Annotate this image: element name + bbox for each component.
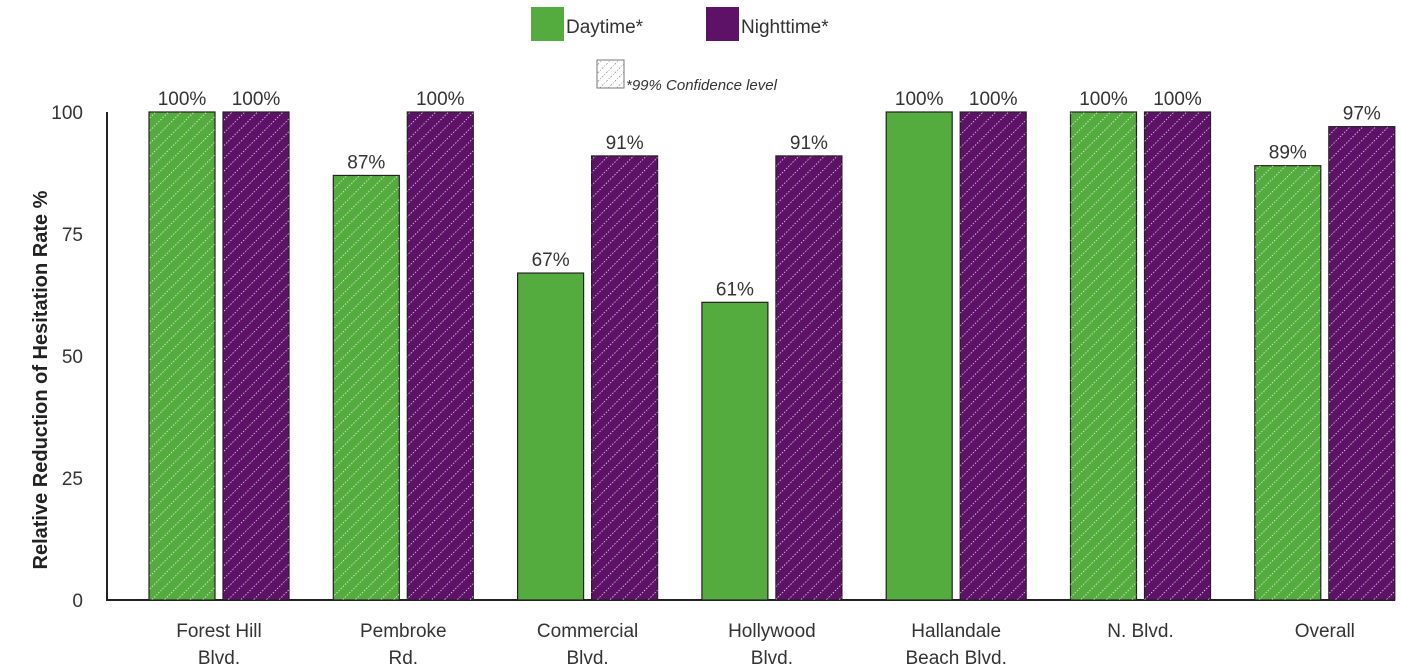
bar-daytime <box>516 272 585 601</box>
bar-hatch-nighttime <box>1144 112 1211 600</box>
bar-daytime <box>701 301 769 601</box>
bar-hatch-nighttime <box>407 112 474 600</box>
bar-hatch-nighttime <box>775 155 842 601</box>
data-label-daytime: 100% <box>895 89 944 110</box>
data-labels: 100% 100% 87% 100% 67% 91% 61% 91% 100% 100% 100% 1… <box>158 89 1381 300</box>
legend-swatch-nighttime <box>706 7 739 41</box>
category-label: Hallandale Beach Blvd. <box>905 621 1006 669</box>
bar-hatch-nighttime <box>591 155 658 601</box>
category-label: Forest Hill Blvd. <box>176 621 262 669</box>
data-label-nighttime: 97% <box>1343 104 1381 125</box>
data-label-daytime: 100% <box>1079 89 1128 110</box>
y-tick-label: 75 <box>62 225 83 246</box>
bar-hatch-daytime <box>333 175 400 600</box>
data-label-nighttime: 91% <box>790 133 828 154</box>
category-label: Overall <box>1295 621 1355 642</box>
data-label-nighttime: 100% <box>232 89 281 110</box>
bar-hatch-daytime <box>149 112 215 600</box>
category-label: N. Blvd. <box>1107 621 1174 642</box>
bar-hatch-nighttime <box>1328 126 1395 600</box>
data-label-daytime: 61% <box>716 279 754 300</box>
bar-hatch-daytime <box>1070 112 1137 600</box>
legend: Daytime* Nighttime* *99% Confidence leve… <box>531 7 829 94</box>
y-tick-label: 100 <box>51 103 83 124</box>
y-tick-label: 50 <box>62 347 83 368</box>
bars <box>148 111 1396 601</box>
bar-hatch-nighttime <box>960 112 1027 600</box>
data-label-daytime: 67% <box>532 250 570 271</box>
data-label-daytime: 89% <box>1269 143 1307 164</box>
bar-daytime <box>885 111 953 601</box>
data-label-nighttime: 100% <box>1153 89 1202 110</box>
data-label-daytime: 100% <box>158 89 207 110</box>
legend-label-nighttime: Nighttime* <box>741 17 829 38</box>
data-label-nighttime: 100% <box>969 89 1018 110</box>
y-tick-label: 0 <box>72 591 83 612</box>
legend-swatch-daytime <box>531 7 564 41</box>
legend-swatch-confidence <box>596 59 625 89</box>
category-label: Pembroke Rd. <box>360 621 447 669</box>
legend-label-daytime: Daytime* <box>566 17 644 38</box>
bar-hatch-daytime <box>1254 165 1321 600</box>
y-axis-label: Relative Reduction of Hesitation Rate % <box>30 190 52 569</box>
data-label-nighttime: 100% <box>416 89 465 110</box>
bar-hatch-nighttime <box>223 112 289 600</box>
data-label-nighttime: 91% <box>606 133 644 154</box>
legend-confidence-note: *99% Confidence level <box>626 77 778 94</box>
category-labels: Forest Hill Blvd. Pembroke Rd. Commercial Blv… <box>176 621 1355 669</box>
y-axis-ticks: 0 25 50 75 100 <box>51 103 83 612</box>
category-label: Commercial Blvd. <box>537 621 638 669</box>
data-label-daytime: 87% <box>347 152 385 173</box>
y-tick-label: 25 <box>62 469 83 490</box>
category-label: Hollywood Blvd. <box>728 621 816 669</box>
